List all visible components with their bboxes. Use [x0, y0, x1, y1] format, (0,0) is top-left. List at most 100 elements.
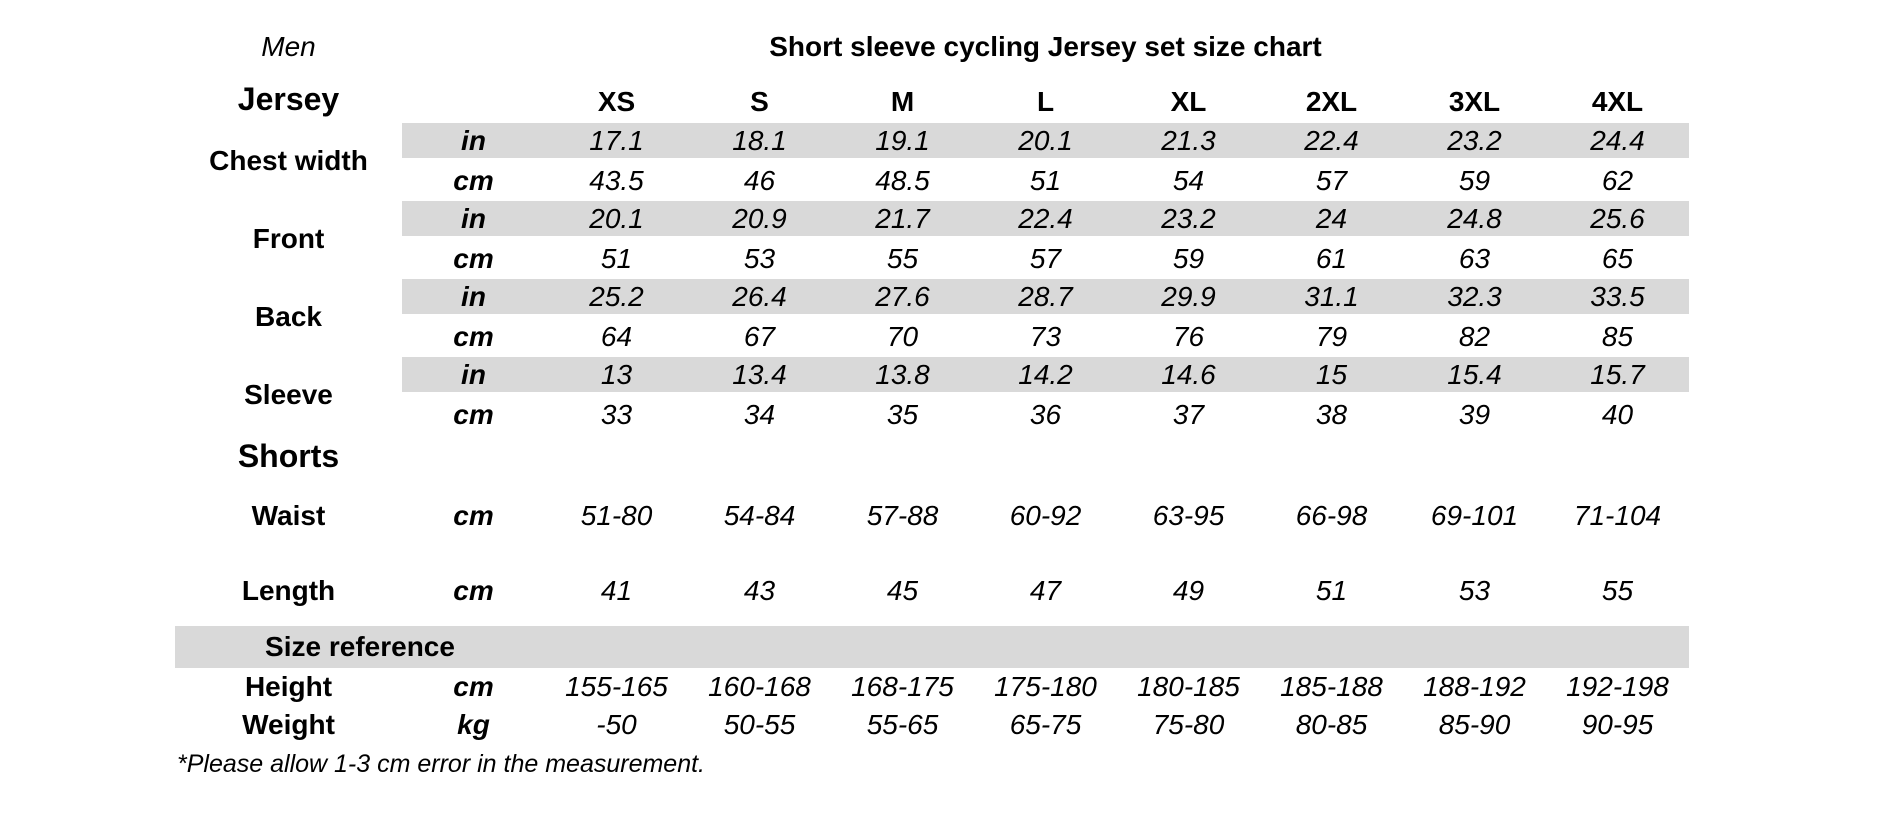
size-column-header-2xl: 2XL [1305, 86, 1358, 117]
size-column-header-3xl: 3XL [1448, 86, 1501, 117]
value-cell: 70 [886, 320, 919, 352]
value-cell: 62 [1601, 164, 1634, 196]
unit-cell: in [402, 278, 545, 317]
chart-title: Short sleeve cycling Jersey set size cha… [769, 31, 1322, 62]
value-cell: 51 [1029, 164, 1062, 196]
measurement-row-chest-width: Chest width in 17.1 18.1 19.1 20.1 21.3 … [175, 122, 1689, 200]
value-cell: 51 [600, 242, 633, 274]
value-cell: 33 [600, 398, 633, 430]
value-cell: 17.1 [545, 122, 688, 161]
size-column-header-m: M [890, 86, 915, 117]
value-cell: 14.6 [1117, 356, 1260, 395]
value-cell: 63 [1458, 242, 1491, 274]
value-cell: 73 [1029, 320, 1062, 352]
unit-cell: in [402, 200, 545, 239]
value-cell: 28.7 [974, 278, 1117, 317]
row-label-back: Back [255, 301, 322, 332]
value-cell: 27.6 [831, 278, 974, 317]
value-cell: 66-98 [1295, 499, 1368, 531]
value-cell: 51-80 [580, 499, 653, 531]
value-cell: 43.5 [589, 164, 644, 196]
value-cell: 55 [886, 242, 919, 274]
value-cell: 50-55 [723, 709, 796, 740]
value-cell: 37 [1172, 398, 1205, 430]
value-cell: 82 [1458, 320, 1491, 352]
value-cell: 36 [1029, 398, 1062, 430]
value-cell: 48.5 [875, 164, 930, 196]
value-cell: 61 [1315, 242, 1348, 274]
unit-cell: cm [453, 242, 494, 274]
value-cell: 47 [1029, 574, 1062, 606]
size-column-header-l: L [1036, 86, 1055, 117]
value-cell: 57 [1029, 242, 1062, 274]
value-cell: 160-168 [708, 671, 811, 702]
value-cell: 22.4 [974, 200, 1117, 239]
value-cell: 59 [1458, 164, 1491, 196]
value-cell: 51 [1315, 574, 1348, 606]
value-cell: 13.4 [688, 356, 831, 395]
value-cell: 60-92 [1009, 499, 1082, 531]
value-cell: 24 [1260, 200, 1403, 239]
measurement-row-back: Back in 25.2 26.4 27.6 28.7 29.9 31.1 32… [175, 278, 1689, 356]
value-cell: 63-95 [1152, 499, 1225, 531]
row-label-chest-width: Chest width [209, 145, 368, 176]
value-cell: 41 [600, 574, 633, 606]
value-cell: 65 [1601, 242, 1634, 274]
value-cell: 20.9 [688, 200, 831, 239]
unit-cell: cm [453, 320, 494, 352]
unit-cell: in [402, 122, 545, 161]
value-cell: 29.9 [1117, 278, 1260, 317]
size-column-header-s: S [750, 86, 769, 117]
value-cell: 75-80 [1152, 709, 1225, 740]
gender-label: Men [261, 31, 316, 62]
value-cell: 24.4 [1546, 122, 1689, 161]
value-cell: 69-101 [1430, 499, 1519, 531]
measurement-row-weight: Weight kg -50 50-55 55-65 65-75 75-80 80… [175, 706, 1689, 744]
unit-cell: cm [453, 398, 494, 430]
measurement-row-front: Front in 20.1 20.9 21.7 22.4 23.2 24 24.… [175, 200, 1689, 278]
value-cell: 185-188 [1280, 671, 1383, 702]
value-cell: 54-84 [723, 499, 796, 531]
measurement-row-height: Height cm 155-165 160-168 168-175 175-18… [175, 668, 1689, 706]
value-cell: 43 [743, 574, 776, 606]
value-cell: 22.4 [1260, 122, 1403, 161]
value-cell: 25.2 [545, 278, 688, 317]
unit-cell: cm [453, 574, 494, 606]
size-reference-header: Size reference [265, 631, 455, 662]
value-cell: 24.8 [1403, 200, 1546, 239]
value-cell: 15 [1260, 356, 1403, 395]
size-column-header-xl: XL [1170, 86, 1207, 117]
value-cell: 39 [1458, 398, 1491, 430]
value-cell: 168-175 [851, 671, 954, 702]
value-cell: 71-104 [1573, 499, 1662, 531]
measurement-row-length: Length cm 41 43 45 47 49 51 53 55 [175, 571, 1689, 610]
value-cell: 15.4 [1403, 356, 1546, 395]
section-label-shorts: Shorts [237, 437, 340, 474]
value-cell: 53 [1458, 574, 1491, 606]
value-cell: -50 [596, 709, 637, 740]
value-cell: 55-65 [866, 709, 939, 740]
unit-cell: kg [457, 709, 490, 740]
value-cell: 54 [1172, 164, 1205, 196]
value-cell: 67 [743, 320, 776, 352]
value-cell: 18.1 [688, 122, 831, 161]
measurement-row-sleeve: Sleeve in 13 13.4 13.8 14.2 14.6 15 15.4… [175, 356, 1689, 434]
value-cell: 76 [1172, 320, 1205, 352]
value-cell: 21.3 [1117, 122, 1260, 161]
value-cell: 59 [1172, 242, 1205, 274]
value-cell: 55 [1601, 574, 1634, 606]
value-cell: 26.4 [688, 278, 831, 317]
size-column-header-xs: XS [597, 86, 636, 117]
value-cell: 13 [545, 356, 688, 395]
row-label-sleeve: Sleeve [244, 379, 333, 410]
value-cell: 192-198 [1566, 671, 1669, 702]
value-cell: 180-185 [1137, 671, 1240, 702]
row-label-length: Length [241, 574, 336, 606]
size-column-header-4xl: 4XL [1591, 86, 1644, 117]
value-cell: 33.5 [1546, 278, 1689, 317]
spacer [175, 610, 1689, 626]
value-cell: 13.8 [831, 356, 974, 395]
value-cell: 25.6 [1546, 200, 1689, 239]
spacer [175, 478, 1689, 496]
row-label-weight: Weight [242, 709, 335, 740]
